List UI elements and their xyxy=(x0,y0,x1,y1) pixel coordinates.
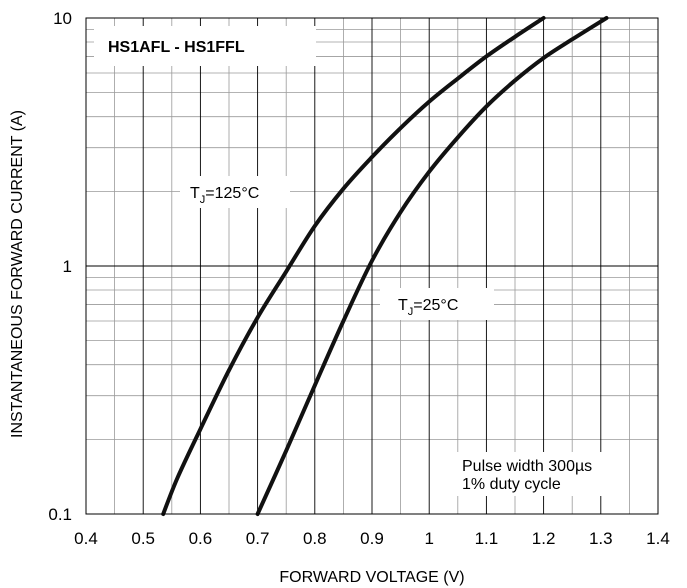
x-tick-label: 1.1 xyxy=(475,529,499,548)
x-tick-label: 0.9 xyxy=(360,529,384,548)
chart-title: HS1AFL - HS1FFL xyxy=(108,39,245,56)
x-tick-label: 0.5 xyxy=(131,529,155,548)
x-tick-label: 1.3 xyxy=(589,529,613,548)
series-line-125c xyxy=(161,16,546,516)
x-tick-label: 0.8 xyxy=(303,529,327,548)
x-tick-label: 1 xyxy=(424,529,433,548)
x-tick-label: 1.4 xyxy=(646,529,670,548)
series-label-25c-background xyxy=(380,288,494,320)
y-tick-label: 0.1 xyxy=(48,505,72,524)
major-grid xyxy=(86,18,658,514)
x-tick-label: 0.4 xyxy=(74,529,98,548)
series-layer xyxy=(161,16,609,516)
y-axis-label: INSTANTANEOUS FORWARD CURRENT (A) xyxy=(9,110,26,438)
series-label-25c-suffix: =25°C xyxy=(413,297,458,314)
x-tick-label: 0.7 xyxy=(246,529,270,548)
x-tick-label: 1.2 xyxy=(532,529,556,548)
series-label-125c-prefix: T xyxy=(190,185,200,202)
y-tick-label: 10 xyxy=(53,9,72,28)
series-label-125c-background xyxy=(180,176,290,208)
x-tick-label: 0.6 xyxy=(189,529,213,548)
series-label-125c-sub: J xyxy=(200,194,206,206)
pulse-width-annotation: Pulse width 300µs xyxy=(462,458,592,475)
duty-cycle-annotation: 1% duty cycle xyxy=(462,476,561,493)
series-label-25c: TJ=25°C xyxy=(398,297,458,318)
series-label-125c: TJ=125°C xyxy=(190,185,259,206)
series-label-25c-sub: J xyxy=(408,306,414,318)
x-axis-ticks: 0.4 0.5 0.6 0.7 0.8 0.9 1 1.1 1.2 1.3 1.4 xyxy=(74,529,670,548)
series-label-25c-prefix: T xyxy=(398,297,408,314)
series-line-25c xyxy=(255,16,609,516)
plot-frame xyxy=(85,17,659,515)
y-tick-label: 1 xyxy=(63,257,72,276)
x-axis-label: FORWARD VOLTAGE (V) xyxy=(279,569,464,586)
y-axis-ticks: 0.1 1 10 xyxy=(48,9,72,524)
title-box xyxy=(94,26,316,66)
series-label-125c-suffix: =125°C xyxy=(205,185,259,202)
pulse-annotation-background xyxy=(455,452,615,496)
